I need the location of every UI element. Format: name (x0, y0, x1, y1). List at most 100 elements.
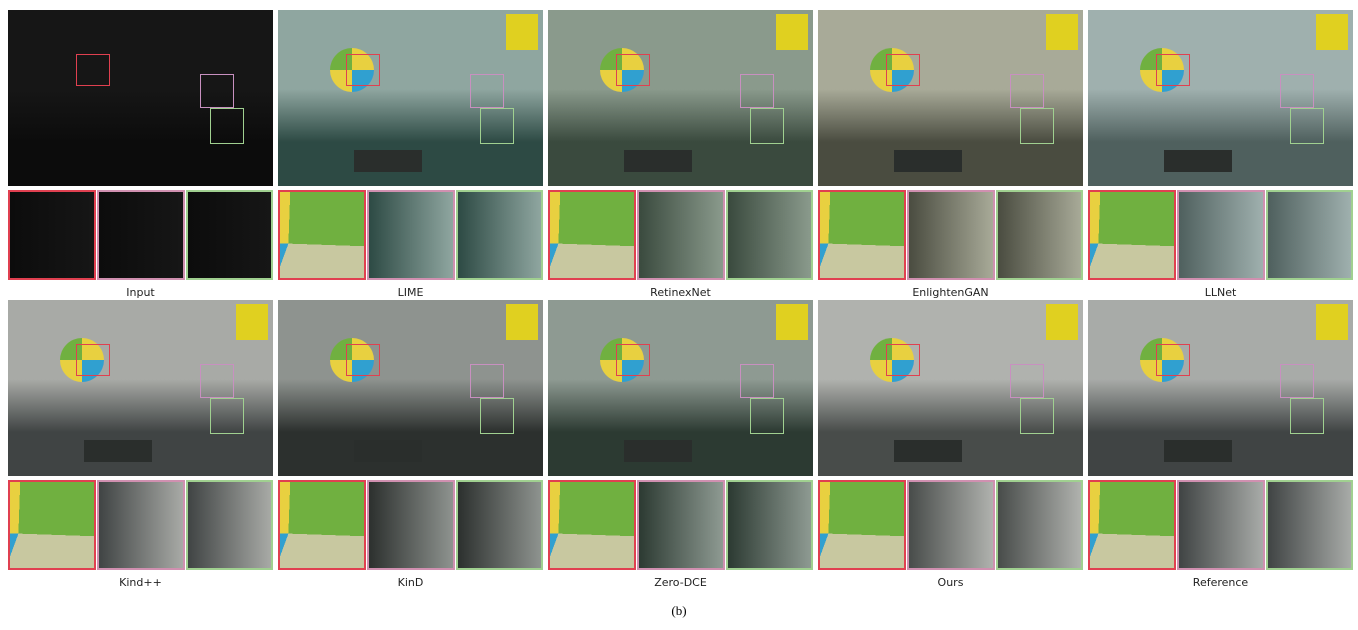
zoom-box (480, 398, 514, 434)
panel-label: Ours (818, 576, 1083, 589)
zoom-box (200, 74, 234, 108)
sign (1046, 304, 1078, 340)
zoom-box (1010, 74, 1044, 108)
panel: LLNet (1088, 10, 1353, 300)
panel: KinD (278, 300, 543, 590)
panel-label: Kind++ (8, 576, 273, 589)
zoom-crop (548, 480, 636, 570)
bench (894, 440, 962, 462)
zoom-box (1156, 54, 1190, 86)
zoom-box (740, 364, 774, 398)
zoom-box (346, 54, 380, 86)
zoom-crop (456, 480, 543, 570)
zoom-box (200, 364, 234, 398)
bench (894, 150, 962, 172)
zoom-box (210, 398, 244, 434)
zoom-box (210, 108, 244, 144)
zoom-box (1280, 74, 1314, 108)
panel-label: RetinexNet (548, 286, 813, 299)
panel-label: Zero-DCE (548, 576, 813, 589)
sign (1046, 14, 1078, 50)
zoom-crop (996, 190, 1083, 280)
zoom-box (76, 344, 110, 376)
zoom-box (750, 398, 784, 434)
zoom-crop (186, 190, 273, 280)
main-image (548, 10, 813, 186)
zoom-crop (97, 190, 185, 280)
figure: {"panels": [ {"label": "Input"}, {"label… (0, 0, 1358, 630)
sign (1316, 14, 1348, 50)
zoom-crop (367, 480, 455, 570)
main-image (278, 10, 543, 186)
zoom-box (1280, 364, 1314, 398)
zoom-box (1020, 398, 1054, 434)
zoom-crop (907, 190, 995, 280)
main-image (548, 300, 813, 476)
zoom-crop (907, 480, 995, 570)
zoom-crop (8, 480, 96, 570)
zoom-box (616, 344, 650, 376)
zoom-crop (1177, 190, 1265, 280)
zoom-box (1010, 364, 1044, 398)
panel-label: Input (8, 286, 273, 299)
zoom-box (470, 74, 504, 108)
sign (236, 304, 268, 340)
zoom-box (346, 344, 380, 376)
zoom-box (750, 108, 784, 144)
zoom-crop (1266, 480, 1353, 570)
sign (1316, 304, 1348, 340)
zoom-crop (726, 480, 813, 570)
panel-label: LLNet (1088, 286, 1353, 299)
zoom-crop (1088, 190, 1176, 280)
zoom-crop (278, 190, 366, 280)
zoom-box (76, 54, 110, 86)
zoom-box (740, 74, 774, 108)
main-image (8, 10, 273, 186)
zoom-box (616, 54, 650, 86)
zoom-crop (726, 190, 813, 280)
bench (354, 440, 422, 462)
panel: EnlightenGAN (818, 10, 1083, 300)
panel-label: KinD (278, 576, 543, 589)
panel-label: Reference (1088, 576, 1353, 589)
zoom-crop (1088, 480, 1176, 570)
panel: Reference (1088, 300, 1353, 590)
zoom-box (1020, 108, 1054, 144)
panel-label: EnlightenGAN (818, 286, 1083, 299)
zoom-crop (8, 190, 96, 280)
panel: Input (8, 10, 273, 300)
zoom-crop (97, 480, 185, 570)
zoom-box (1290, 108, 1324, 144)
zoom-crop (456, 190, 543, 280)
sign (506, 304, 538, 340)
zoom-crop (367, 190, 455, 280)
panel: Ours (818, 300, 1083, 590)
sign (776, 304, 808, 340)
panel: Kind++ (8, 300, 273, 590)
zoom-box (886, 54, 920, 86)
caption: (b) (0, 603, 1358, 619)
main-image (818, 10, 1083, 186)
main-image (1088, 10, 1353, 186)
zoom-crop (637, 190, 725, 280)
zoom-box (480, 108, 514, 144)
panel: RetinexNet (548, 10, 813, 300)
sign (506, 14, 538, 50)
zoom-crop (1177, 480, 1265, 570)
zoom-crop (548, 190, 636, 280)
bench (624, 150, 692, 172)
bench (1164, 440, 1232, 462)
zoom-crop (818, 190, 906, 280)
bench (84, 440, 152, 462)
main-image (1088, 300, 1353, 476)
zoom-crop (278, 480, 366, 570)
panel: LIME (278, 10, 543, 300)
zoom-box (1156, 344, 1190, 376)
panel-label: LIME (278, 286, 543, 299)
zoom-box (886, 344, 920, 376)
bench (1164, 150, 1232, 172)
bench (624, 440, 692, 462)
zoom-crop (996, 480, 1083, 570)
zoom-crop (637, 480, 725, 570)
zoom-box (1290, 398, 1324, 434)
